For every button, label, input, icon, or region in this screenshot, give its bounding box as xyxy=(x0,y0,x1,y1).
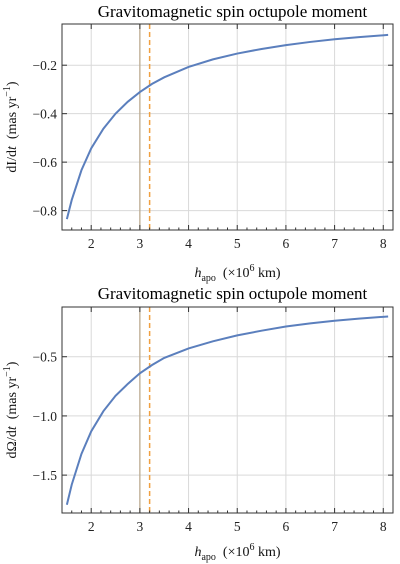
x-tick-label: 4 xyxy=(185,236,192,251)
y-axis-label-post: ) xyxy=(5,361,20,366)
series-line xyxy=(65,315,389,505)
x-tick-label: 3 xyxy=(137,519,144,534)
y-axis-label-main: dΩ/d xyxy=(5,430,20,458)
x-tick-label: 7 xyxy=(331,236,338,251)
y-axis-label-post: ) xyxy=(5,81,20,86)
y-axis-label: dΩ/dt (mas yr−1) xyxy=(2,361,20,458)
x-tick-label: 2 xyxy=(88,236,95,251)
chart-panel-1: Gravitomagnetic spin octupole moment 2 3 4 5… xyxy=(2,2,394,284)
y-tick-label: −0.6 xyxy=(33,155,58,170)
x-tick-label: 8 xyxy=(380,519,387,534)
x-axis-label: hapo (×106 km) xyxy=(194,542,280,563)
x-tick-label: 5 xyxy=(234,236,241,251)
x-tick-label: 6 xyxy=(283,236,290,251)
y-axis-label-t: t xyxy=(5,425,20,430)
y-axis-label-pre: (mas yr xyxy=(5,96,20,146)
x-tick-label: 4 xyxy=(185,519,192,534)
x-tick-label: 5 xyxy=(234,519,241,534)
x-axis-label-post: km) xyxy=(254,545,280,560)
x-axis-label-pre: (×10 xyxy=(216,545,250,560)
chart-title: Gravitomagnetic spin octupole moment xyxy=(98,284,368,303)
x-axis-label-main: h xyxy=(194,545,201,560)
x-axis-label-sub: apo xyxy=(201,273,215,284)
x-axis-label: hapo (×106 km) xyxy=(194,263,280,284)
y-axis-label-sup: −1 xyxy=(2,86,13,97)
y-axis-label-t: t xyxy=(5,145,20,150)
x-tick-label: 6 xyxy=(283,519,290,534)
series-line xyxy=(65,33,389,220)
x-axis-label-post: km) xyxy=(254,266,280,281)
x-tick-label: 7 xyxy=(331,519,338,534)
x-tick-label: 3 xyxy=(137,236,144,251)
x-axis-label-sup: 6 xyxy=(249,542,254,553)
chart-title: Gravitomagnetic spin octupole moment xyxy=(98,2,368,21)
y-axis-label-sup: −1 xyxy=(2,366,13,377)
x-axis-label-pre: (×10 xyxy=(216,266,250,281)
y-tick-label: −1.0 xyxy=(33,409,58,424)
y-tick-label: −0.4 xyxy=(33,107,58,122)
y-axis-label-pre: (mas yr xyxy=(5,377,20,427)
y-tick-label: −0.8 xyxy=(33,204,58,219)
y-tick-label: −1.5 xyxy=(33,468,58,483)
x-axis-label-sup: 6 xyxy=(249,263,254,274)
y-axis-label: dI/dt (mas yr−1) xyxy=(2,81,20,172)
y-tick-label: −0.2 xyxy=(33,58,58,73)
x-axis-label-sub: apo xyxy=(201,552,215,563)
y-tick-label: −0.5 xyxy=(33,350,58,365)
chart-panel-2: Gravitomagnetic spin octupole moment 2 3 4 5… xyxy=(2,284,394,563)
x-axis-label-main: h xyxy=(194,266,201,281)
x-tick-label: 8 xyxy=(380,236,387,251)
x-tick-label: 2 xyxy=(88,519,95,534)
y-axis-label-main: dI/d xyxy=(5,150,20,173)
